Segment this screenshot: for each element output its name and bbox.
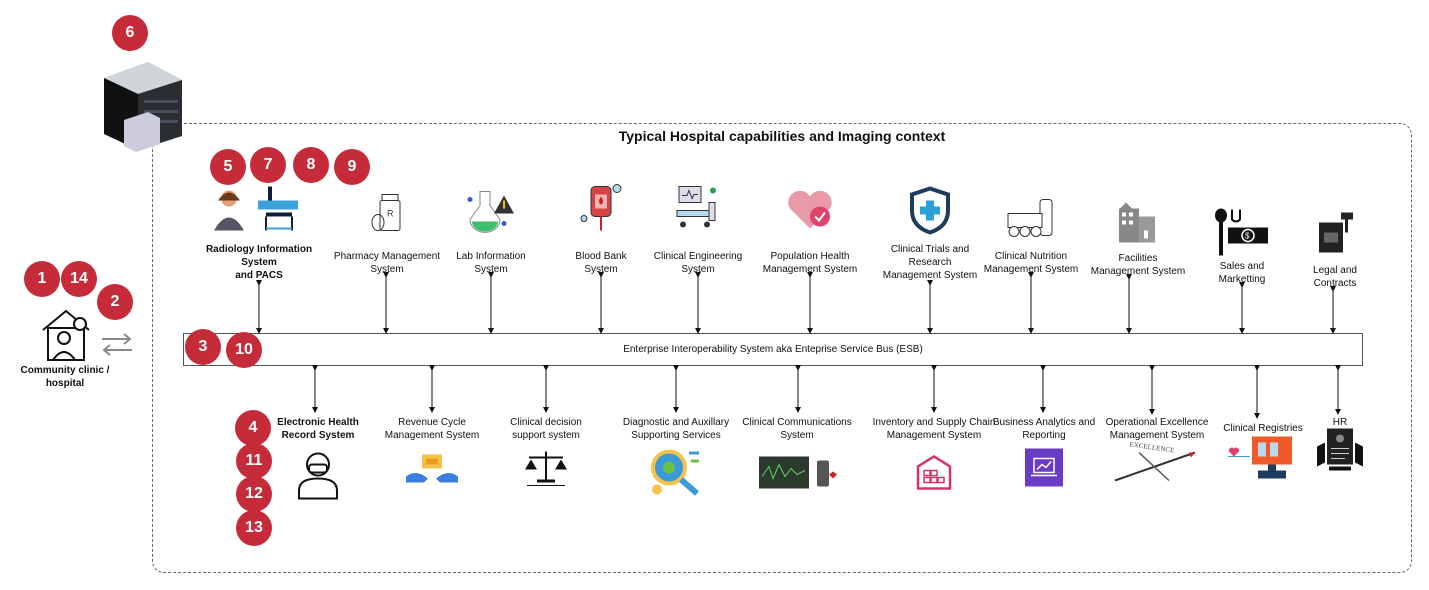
diagram-title: Typical Hospital capabilities and Imagin… bbox=[618, 128, 946, 144]
blood-bag-icon bbox=[579, 183, 623, 238]
eggs-milk-icon bbox=[1006, 196, 1056, 245]
top-system-label: Radiology Information System and PACS bbox=[205, 244, 313, 281]
esb-label: Enterprise Interoperability System aka E… bbox=[623, 344, 923, 355]
step-badge-9: 9 bbox=[334, 149, 370, 185]
monitor-phone-icon bbox=[757, 453, 837, 498]
bottom-system-label: Diagnostic and Auxillary Supporting Servi… bbox=[622, 417, 730, 441]
svg-text:$: $ bbox=[1245, 232, 1250, 241]
top-system-label: Facilities Management System bbox=[1090, 253, 1186, 277]
bottom-system-label: HR bbox=[1332, 417, 1348, 428]
step-badge-1: 1 bbox=[24, 261, 60, 297]
magnifier-virus-icon bbox=[649, 448, 703, 503]
top-system-label: Clinical Nutrition Management System bbox=[983, 251, 1079, 275]
svg-text:R: R bbox=[387, 209, 394, 219]
step-badge-14: 14 bbox=[61, 261, 97, 297]
enterprise-service-bus: Enterprise Interoperability System aka E… bbox=[183, 333, 1363, 366]
step-badge-11: 11 bbox=[236, 443, 272, 479]
hospital-bed-monitor-icon bbox=[673, 185, 723, 236]
top-system-label: Legal and Contracts bbox=[1313, 265, 1357, 289]
bottom-system-label: Revenue Cycle Management System bbox=[384, 417, 480, 441]
flask-warning-icon bbox=[466, 188, 516, 239]
sales-tag-icon: $ bbox=[1214, 208, 1270, 263]
law-book-gavel-icon bbox=[1315, 211, 1355, 260]
step-badge-7: 7 bbox=[250, 147, 286, 183]
bottom-system-label: Business Analytics and Reporting bbox=[992, 417, 1096, 441]
bottom-system-label: Clinical Communications System bbox=[742, 417, 852, 441]
top-system-label: Clinical Trials and Research Management Sy… bbox=[882, 244, 978, 281]
analytics-laptop-icon bbox=[1024, 448, 1064, 493]
pill-bottle-icon: R bbox=[370, 193, 404, 238]
step-badge-5: 5 bbox=[210, 149, 246, 185]
top-system-label: Pharmacy Management System bbox=[333, 251, 441, 275]
step-badge-8: 8 bbox=[293, 147, 329, 183]
bidirectional-arrows-icon bbox=[102, 333, 132, 356]
top-system-label: Population Health Management System bbox=[762, 251, 858, 275]
step-badge-4: 4 bbox=[235, 410, 271, 446]
bottom-system-label: Operational Excellence Management System bbox=[1105, 417, 1209, 441]
step-badge-13: 13 bbox=[236, 510, 272, 546]
bottom-system-label: Electronic Health Record System bbox=[277, 417, 359, 441]
scales-icon bbox=[523, 448, 569, 493]
bottom-system-label: Inventory and Supply Chain Management Sys… bbox=[872, 417, 996, 441]
top-system-label: Blood Bank System bbox=[575, 251, 627, 275]
building-icon bbox=[1116, 201, 1160, 250]
step-badge-2: 2 bbox=[97, 284, 133, 320]
step-badge-10: 10 bbox=[226, 332, 262, 368]
step-badge-6: 6 bbox=[112, 15, 148, 51]
shield-cross-icon bbox=[908, 186, 952, 240]
resume-icon bbox=[1315, 427, 1365, 478]
compass-excellence-icon: EXCELLENCE bbox=[1109, 440, 1205, 490]
heart-check-icon bbox=[786, 189, 834, 236]
svg-text:EXCELLENCE: EXCELLENCE bbox=[1129, 441, 1175, 455]
top-system-label: Lab Information System bbox=[456, 251, 526, 275]
doctor-mask-icon bbox=[296, 451, 340, 506]
community-clinic-label: Community clinic / hospital bbox=[20, 365, 110, 389]
money-hands-icon bbox=[404, 451, 460, 490]
hospital-building-icon bbox=[104, 62, 182, 152]
radiologist-scanner-icon bbox=[214, 186, 304, 238]
step-badge-3: 3 bbox=[185, 329, 221, 365]
bottom-system-label: Clinical decision support system bbox=[510, 417, 582, 441]
community-clinic-icon bbox=[42, 309, 90, 361]
top-system-label: Clinical Engineering System bbox=[653, 251, 743, 275]
step-badge-12: 12 bbox=[236, 476, 272, 512]
hospital-context-boundary bbox=[152, 123, 1412, 573]
top-system-label: Sales and Marketting bbox=[1218, 261, 1266, 285]
bottom-system-label: Clinical Registries bbox=[1223, 423, 1303, 434]
registry-monitor-icon bbox=[1228, 435, 1298, 486]
warehouse-icon bbox=[915, 455, 953, 496]
